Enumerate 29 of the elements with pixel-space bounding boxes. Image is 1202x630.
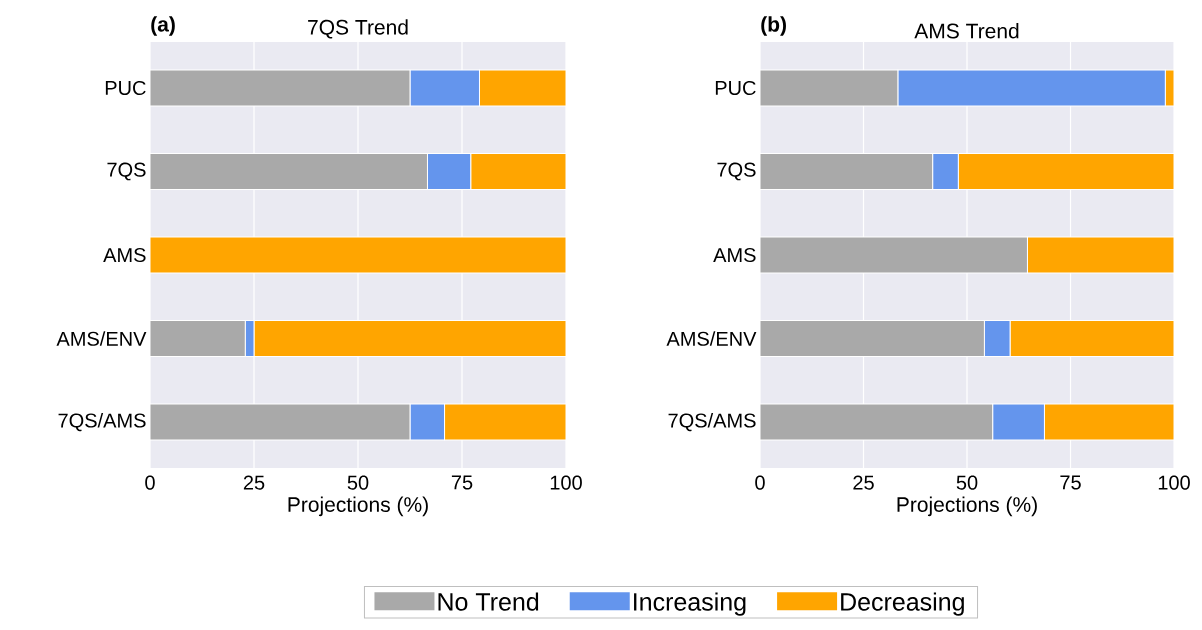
x-tick-label: 0 <box>755 475 765 490</box>
y-tick-label: AMS <box>103 247 146 263</box>
legend-label: Increasing <box>634 592 746 616</box>
x-tick-label: 75 <box>1060 475 1081 490</box>
y-tick-label: AMS/ENV <box>56 331 147 346</box>
y-tick-label: AMS/ENV <box>666 331 757 346</box>
x-tick-label: 0 <box>145 475 155 490</box>
x-tick-label: 25 <box>243 475 265 490</box>
x-tick-label: 50 <box>956 475 978 490</box>
x-axis-title: Projections (%) <box>897 496 1037 517</box>
y-tick-label: 7QS/AMS <box>668 412 756 432</box>
text: (b) <box>761 16 786 36</box>
y-tick-label: PUC <box>105 80 146 96</box>
x-tick-label: 100 <box>550 475 582 490</box>
text: (a) <box>151 16 175 36</box>
x-tick-label: 25 <box>853 475 874 490</box>
x-tick-label: 75 <box>451 475 473 490</box>
y-tick-label: 7QS <box>107 162 146 181</box>
chart-title: 7QS Trend <box>308 19 408 39</box>
x-tick-label: 100 <box>1158 475 1190 490</box>
x-tick-label: 50 <box>347 475 369 490</box>
y-tick-label: 7QS/AMS <box>58 412 146 432</box>
chart-title: AMS Trend <box>914 23 1019 39</box>
y-tick-label: AMS <box>713 247 756 263</box>
x-axis-title: Projections (%) <box>288 496 428 517</box>
y-tick-label: PUC <box>715 80 756 96</box>
y-tick-label: 7QS <box>717 162 756 181</box>
legend-label: Decreasing <box>841 592 964 616</box>
legend-label: No Trend <box>438 592 539 611</box>
